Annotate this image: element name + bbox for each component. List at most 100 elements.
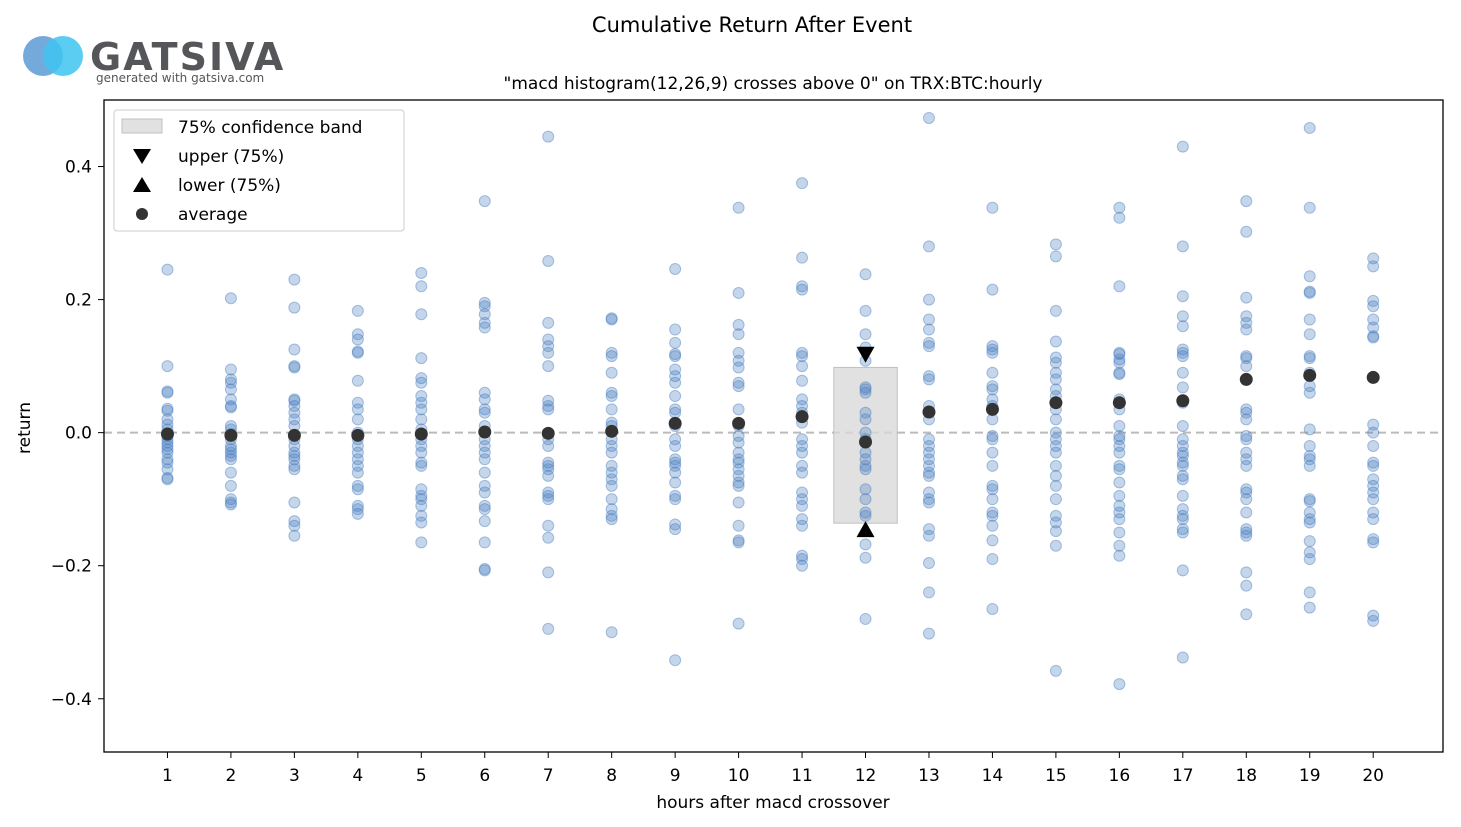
scatter-point bbox=[859, 509, 872, 522]
scatter-point bbox=[1176, 469, 1189, 482]
scatter-point bbox=[669, 439, 682, 452]
plot-border bbox=[103, 99, 1444, 753]
scatter-point bbox=[1049, 479, 1062, 492]
scatter-point bbox=[415, 489, 428, 502]
scatter-point bbox=[922, 459, 935, 472]
scatter-point bbox=[224, 401, 237, 414]
x-tick-label: 19 bbox=[1299, 766, 1321, 786]
x-axis-label: hours after macd crossover bbox=[656, 793, 889, 813]
scatter-point bbox=[415, 376, 428, 389]
scatter-point bbox=[1303, 386, 1316, 399]
scatter-point bbox=[1049, 664, 1062, 677]
scatter-point bbox=[796, 459, 809, 472]
scatter-point bbox=[1113, 420, 1126, 432]
y-tick-label: 0.2 bbox=[65, 291, 92, 311]
scatter-point bbox=[1367, 331, 1380, 344]
scatter-point bbox=[986, 602, 999, 615]
scatter-point bbox=[288, 400, 301, 413]
scatter-point bbox=[542, 439, 555, 452]
scatter-point bbox=[1113, 211, 1126, 224]
scatter-point bbox=[351, 345, 364, 358]
scatter-point bbox=[1367, 493, 1380, 506]
scatter-point bbox=[922, 469, 935, 482]
scatter-point bbox=[1367, 473, 1380, 486]
scatter-point bbox=[922, 586, 935, 599]
legend-average-marker bbox=[136, 208, 148, 220]
scatter-point bbox=[1367, 252, 1380, 265]
scatter-point bbox=[922, 439, 935, 452]
scatter-point bbox=[1303, 459, 1316, 472]
scatter-point bbox=[605, 313, 618, 326]
scatter-point bbox=[1113, 539, 1126, 552]
x-tick-label: 10 bbox=[728, 766, 750, 786]
scatter-point bbox=[542, 531, 555, 544]
scatter-point bbox=[605, 350, 618, 363]
scatter-point bbox=[732, 617, 745, 630]
scatter-point bbox=[986, 459, 999, 472]
legend-label-average: average bbox=[178, 205, 248, 225]
scatter-point bbox=[605, 626, 618, 639]
x-axis: 1 2 3 4 5 6 7 8 9 10 11 12 13 14 15 16 17 18 19 20 bbox=[162, 752, 1384, 786]
scatter-point bbox=[796, 446, 809, 459]
scatter-point bbox=[1240, 352, 1253, 365]
scatter-point bbox=[288, 301, 301, 314]
lower-marker bbox=[856, 521, 875, 538]
scatter-point bbox=[478, 386, 491, 399]
scatter-point bbox=[922, 111, 935, 124]
scatter-point bbox=[1113, 439, 1126, 452]
scatter-point bbox=[986, 340, 999, 353]
scatter-point bbox=[732, 476, 745, 489]
scatter-point bbox=[542, 394, 555, 407]
scatter-point bbox=[796, 283, 809, 296]
average-point bbox=[224, 428, 238, 442]
x-tick-label: 11 bbox=[791, 766, 813, 786]
average-point bbox=[287, 428, 301, 442]
scatter-point bbox=[1367, 439, 1380, 452]
scatter-point bbox=[1303, 121, 1316, 134]
scatter-point bbox=[732, 346, 745, 359]
scatter-point bbox=[1303, 313, 1316, 326]
scatter-point bbox=[351, 459, 364, 472]
scatter-point bbox=[415, 446, 428, 459]
y-axis-label: return bbox=[15, 402, 35, 454]
scatter-point bbox=[478, 466, 491, 479]
scatter-point bbox=[732, 536, 745, 549]
scatter-point bbox=[1240, 310, 1253, 323]
scatter-point bbox=[224, 376, 237, 389]
scatter-point bbox=[732, 456, 745, 469]
x-tick-label: 12 bbox=[855, 766, 877, 786]
y-tick-label: −0.4 bbox=[51, 690, 92, 710]
scatter-point bbox=[415, 536, 428, 549]
scatter-point bbox=[1240, 493, 1253, 506]
scatter-point bbox=[1240, 566, 1253, 579]
scatter-point bbox=[161, 473, 174, 486]
scatter-point bbox=[1367, 506, 1380, 519]
scatter-point bbox=[859, 413, 872, 426]
scatter-point bbox=[732, 429, 745, 442]
scatter-point bbox=[669, 350, 682, 363]
scatter-point bbox=[669, 523, 682, 536]
scatter-point bbox=[288, 406, 301, 419]
scatter-point bbox=[415, 396, 428, 409]
y-tick-label: −0.2 bbox=[51, 557, 92, 577]
scatter-point bbox=[1049, 426, 1062, 439]
scatter-point bbox=[1049, 446, 1062, 459]
scatter-point bbox=[288, 449, 301, 462]
scatter-point bbox=[796, 393, 809, 406]
scatter-point bbox=[351, 479, 364, 492]
scatter-point bbox=[986, 446, 999, 459]
scatter-point bbox=[224, 498, 237, 511]
scatter-point bbox=[1176, 456, 1189, 469]
scatter-point bbox=[288, 361, 301, 374]
scatter-point bbox=[859, 383, 872, 396]
average-point bbox=[351, 428, 365, 442]
scatter-point bbox=[478, 321, 491, 334]
scatter-point bbox=[922, 373, 935, 386]
scatter-point bbox=[859, 463, 872, 476]
scatter-point bbox=[542, 255, 555, 268]
scatter-point bbox=[415, 308, 428, 321]
scatter-point bbox=[605, 439, 618, 452]
legend-label-lower: lower (75%) bbox=[178, 176, 281, 196]
scatter-point bbox=[922, 496, 935, 509]
scatter-point bbox=[542, 486, 555, 499]
